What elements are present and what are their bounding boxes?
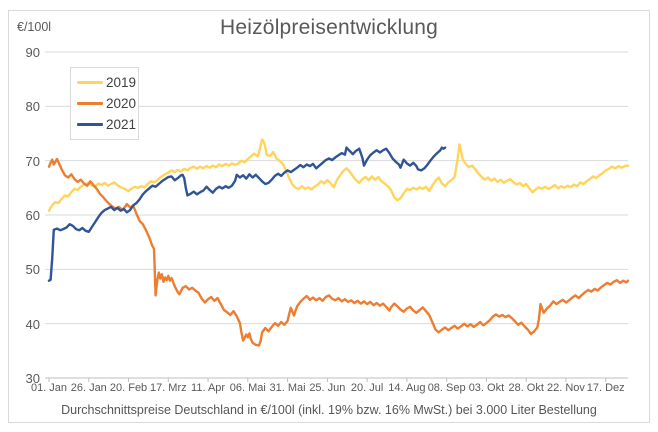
x-tick-label-3: 17. Mrz <box>149 382 187 394</box>
x-tick-label-11: 03. Okt <box>468 382 505 394</box>
legend-item-2019: 2019 <box>77 73 136 93</box>
y-tick-label-90: 90 <box>25 45 40 60</box>
legend-line-swatch-2019 <box>77 81 103 84</box>
legend-item-2020: 2020 <box>77 94 136 114</box>
legend: 2019 2020 2021 <box>70 67 139 140</box>
x-tick-label-13: 22. Nov <box>546 382 585 394</box>
legend-label: 2021 <box>106 117 137 132</box>
x-tick-label-6: 31. Mai <box>269 382 306 394</box>
series-line-2019 <box>47 138 630 212</box>
series-line-2020 <box>47 157 630 347</box>
y-tick-label-70: 70 <box>25 153 40 169</box>
y-tick-label-50: 50 <box>25 262 40 278</box>
legend-line-swatch-2021 <box>77 123 103 126</box>
x-tick-label-2: 20. Feb <box>109 382 148 394</box>
x-tick-label-14: 17. Dez <box>586 382 625 394</box>
legend-line-swatch-2020 <box>77 102 103 105</box>
legend-item-2021: 2021 <box>77 115 136 135</box>
y-tick-label-60: 60 <box>25 208 40 223</box>
x-tick-label-5: 06. Mai <box>229 382 266 394</box>
y-tick-label-80: 80 <box>25 99 40 115</box>
chart-subtitle-note: Durchschnittspreise Deutschland in €/100… <box>61 403 597 417</box>
x-tick-label-8: 20. Jul <box>350 382 384 394</box>
y-tick-label-30: 30 <box>25 371 40 386</box>
series-line-2021 <box>47 146 447 282</box>
y-tick-label-40: 40 <box>25 316 40 332</box>
legend-label: 2019 <box>106 75 137 90</box>
chart-title: Heizölpreisentwicklung <box>220 16 438 39</box>
x-tick-label-10: 08. Sep <box>427 382 466 394</box>
x-tick-label-4: 11. Apr <box>191 382 226 394</box>
x-tick-label-12: 28. Okt <box>508 382 544 394</box>
x-tick-label-1: 26. Jan <box>70 382 107 394</box>
x-tick-label-7: 25. Jun <box>309 382 346 394</box>
x-tick-label-9: 14. Aug <box>388 382 426 394</box>
y-axis-unit-label: €/100l <box>17 20 52 34</box>
x-tick-label-0: 01. Jan <box>30 382 68 394</box>
legend-label: 2020 <box>106 96 137 111</box>
